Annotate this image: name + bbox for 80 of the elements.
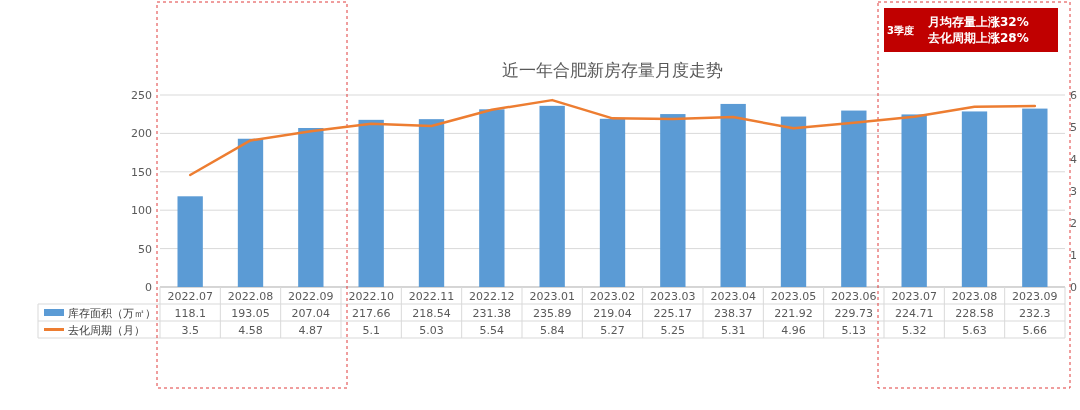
- x-tick-label: 2023.06: [831, 290, 877, 303]
- data-label: 193.05: [231, 307, 270, 320]
- data-label: 5.27: [600, 324, 625, 337]
- data-label: 235.89: [532, 307, 572, 320]
- x-tick-label: 2022.09: [288, 290, 334, 303]
- data-label: 5.32: [901, 324, 927, 337]
- data-label: 228.58: [955, 307, 994, 320]
- bar: [358, 119, 384, 287]
- y-tick-label: 150: [131, 165, 152, 179]
- x-tick-label: 2022.07: [167, 290, 213, 303]
- x-tick-label: 2023.05: [770, 290, 817, 303]
- x-tick-label: 2022.08: [227, 290, 274, 303]
- y-tick-label: 200: [131, 127, 152, 141]
- x-tick-label: 2022.12: [469, 290, 515, 303]
- bar: [479, 109, 505, 287]
- y-tick-label: 250: [131, 89, 152, 102]
- data-label: 232.3: [1019, 307, 1051, 320]
- chart-title: 近一年合肥新房存量月度走势: [502, 60, 723, 80]
- data-label: 221.92: [774, 307, 813, 320]
- bar: [177, 196, 203, 287]
- bar: [720, 103, 746, 287]
- x-tick-label: 2022.10: [348, 290, 394, 303]
- bar: [298, 127, 324, 287]
- text: 去化周期上涨28%: [927, 31, 1029, 45]
- bar: [901, 114, 927, 287]
- x-tick-label: 2023.01: [529, 290, 575, 303]
- y-tick-label: 100: [131, 204, 152, 218]
- data-label: 5.66: [1022, 324, 1048, 337]
- data-label: 5.54: [479, 324, 505, 337]
- data-label: 219.04: [593, 307, 632, 320]
- y2-tick-label: 4: [1070, 153, 1077, 166]
- text: 月均存量上涨32%: [927, 15, 1029, 29]
- data-label: 217.66: [351, 307, 391, 320]
- bar: [539, 105, 565, 287]
- bar: [1022, 108, 1048, 287]
- bar: [780, 116, 807, 287]
- data-label: 207.04: [291, 307, 331, 320]
- legend-label: 去化周期（月）: [68, 324, 145, 337]
- data-label: 5.25: [660, 324, 686, 337]
- x-tick-label: 2023.03: [650, 290, 696, 303]
- y-tick-label: 50: [138, 242, 152, 256]
- data-label: 4.87: [298, 324, 324, 337]
- data-label: 218.54: [412, 307, 451, 320]
- y-tick-label: 0: [145, 281, 152, 294]
- data-label: 238.37: [713, 307, 753, 320]
- data-label: 5.31: [720, 324, 746, 337]
- data-label: 225.17: [653, 307, 693, 320]
- x-tick-label: 2022.11: [408, 290, 455, 303]
- bar: [418, 119, 445, 287]
- y2-tick-label: 5: [1070, 121, 1077, 134]
- x-tick-label: 2023.08: [951, 290, 998, 303]
- data-label: 5.03: [419, 324, 444, 337]
- data-label: 231.38: [472, 307, 512, 320]
- y2-tick-label: 0: [1070, 281, 1077, 294]
- data-label: 224.71: [894, 307, 934, 320]
- x-tick-label: 2023.07: [891, 290, 937, 303]
- legend-label: 库存面积（万㎡）: [68, 307, 156, 320]
- y2-tick-label: 3: [1070, 185, 1077, 198]
- data-label: 4.58: [238, 324, 263, 337]
- bar: [660, 114, 686, 287]
- bar: [237, 138, 264, 287]
- data-label: 229.73: [834, 307, 874, 320]
- data-label: 5.1: [362, 324, 380, 337]
- x-tick-label: 2023.02: [589, 290, 636, 303]
- data-label: 5.63: [962, 324, 987, 337]
- data-label: 5.13: [841, 324, 867, 337]
- data-label: 5.84: [539, 324, 565, 337]
- bar: [841, 110, 867, 287]
- data-label: 3.5: [181, 324, 199, 337]
- bar: [961, 111, 988, 287]
- text: 3季度: [887, 25, 914, 36]
- y2-tick-label: 2: [1070, 217, 1077, 230]
- data-label: 118.1: [174, 307, 206, 320]
- x-tick-label: 2023.04: [710, 290, 756, 303]
- data-label: 4.96: [781, 324, 806, 337]
- line-series: [188, 98, 1037, 177]
- y2-tick-label: 1: [1070, 249, 1077, 262]
- bar: [599, 118, 626, 287]
- y2-tick-label: 6: [1070, 89, 1077, 102]
- x-tick-label: 2023.09: [1012, 290, 1058, 303]
